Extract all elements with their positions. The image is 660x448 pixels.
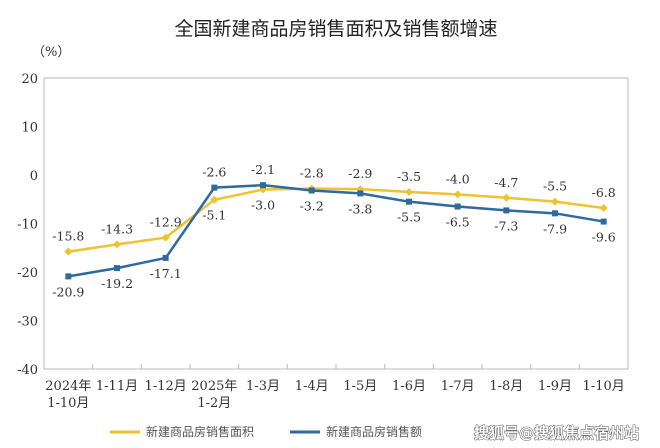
data-label: -14.3 <box>101 221 133 236</box>
data-point <box>405 187 413 196</box>
data-label: -2.9 <box>348 166 372 181</box>
data-point <box>308 187 315 194</box>
data-point <box>65 273 72 280</box>
x-tick-label: 1-9月 <box>538 379 572 394</box>
data-label: -3.5 <box>397 169 421 184</box>
data-label: -17.1 <box>150 266 182 281</box>
series-line <box>68 187 604 253</box>
data-point <box>114 265 120 272</box>
data-point <box>211 184 218 191</box>
data-label: -3.8 <box>348 201 372 216</box>
data-label: -2.1 <box>251 162 275 177</box>
y-tick-label: -30 <box>17 315 38 330</box>
legend-item: 新建商品房销售面积 <box>110 424 254 439</box>
data-label: -19.2 <box>101 276 133 291</box>
data-point <box>551 197 559 206</box>
data-label: -7.9 <box>543 221 567 236</box>
data-point <box>552 210 558 217</box>
x-tick-label: 1-11月 <box>96 379 138 394</box>
x-tick-label: 1-12月 <box>145 379 187 394</box>
x-tick-label: 2024年 <box>45 379 91 394</box>
data-label: -6.8 <box>592 185 616 200</box>
x-tick-label: 1-4月 <box>295 379 329 394</box>
y-axis-label: （%） <box>32 45 70 60</box>
x-tick-label: 1-8月 <box>489 379 523 394</box>
data-label: -9.6 <box>592 230 616 245</box>
y-tick-label: 20 <box>21 72 38 87</box>
legend-item: 新建商品房销售额 <box>290 424 422 439</box>
data-label: -4.0 <box>446 171 470 186</box>
data-point <box>599 203 608 212</box>
x-tick-label: 1-3月 <box>246 379 280 394</box>
data-point <box>162 254 169 261</box>
data-label: -7.3 <box>494 218 518 233</box>
y-tick-label: 0 <box>30 169 38 184</box>
x-tick-label: 1-2月 <box>197 396 231 411</box>
data-label: -15.8 <box>52 229 84 244</box>
x-tick-label: 1-10月 <box>47 396 89 411</box>
data-point <box>503 207 510 214</box>
y-tick-label: -20 <box>17 266 38 281</box>
data-label: -2.6 <box>202 165 226 180</box>
chart-title: 全国新建商品房销售面积及销售额增速 <box>174 18 497 40</box>
data-label: -4.7 <box>494 175 518 190</box>
data-label: -5.1 <box>202 208 226 223</box>
x-tick-label: 1-10月 <box>583 379 625 394</box>
x-tick-label: 1-7月 <box>441 379 475 394</box>
y-tick-label: 10 <box>21 121 38 136</box>
data-point <box>453 190 462 199</box>
series-1: -20.9-19.2-17.1-2.6 -2.1-3.2 -3.8-5.5 -6.5-… <box>52 162 615 299</box>
data-point <box>357 190 364 197</box>
data-point <box>454 203 461 210</box>
series-0: -15.8 -14.3 -12.9 -5.1 -3.0 -2.8 -2.9 -3.5 -4.0 -… <box>52 166 616 256</box>
data-label: -20.9 <box>52 284 84 299</box>
x-tick-label: 1-6月 <box>392 379 426 394</box>
data-point <box>113 240 121 249</box>
data-label: -2.8 <box>300 166 324 181</box>
data-point <box>502 193 511 202</box>
data-label: -5.5 <box>543 179 567 194</box>
watermark: 搜狐号@搜狐焦点宿州站 <box>474 424 639 442</box>
data-label: -3.0 <box>251 198 275 213</box>
y-tick-label: -40 <box>17 363 38 378</box>
series-line <box>68 183 604 278</box>
legend-label: 新建商品房销售额 <box>326 424 422 439</box>
y-tick-label: -10 <box>17 218 38 233</box>
data-point <box>161 233 170 242</box>
data-label: -12.9 <box>150 215 182 230</box>
data-point <box>210 195 219 204</box>
data-point <box>406 198 412 205</box>
data-label: -5.5 <box>397 210 421 225</box>
data-point <box>64 247 73 256</box>
x-tick-label: 2025年 <box>191 379 237 394</box>
data-label: -3.2 <box>300 199 324 214</box>
data-label: -6.5 <box>446 215 470 230</box>
legend-label: 新建商品房销售面积 <box>146 424 254 439</box>
x-tick-label: 1-5月 <box>343 379 377 394</box>
data-point <box>260 182 266 189</box>
data-point <box>600 218 607 225</box>
